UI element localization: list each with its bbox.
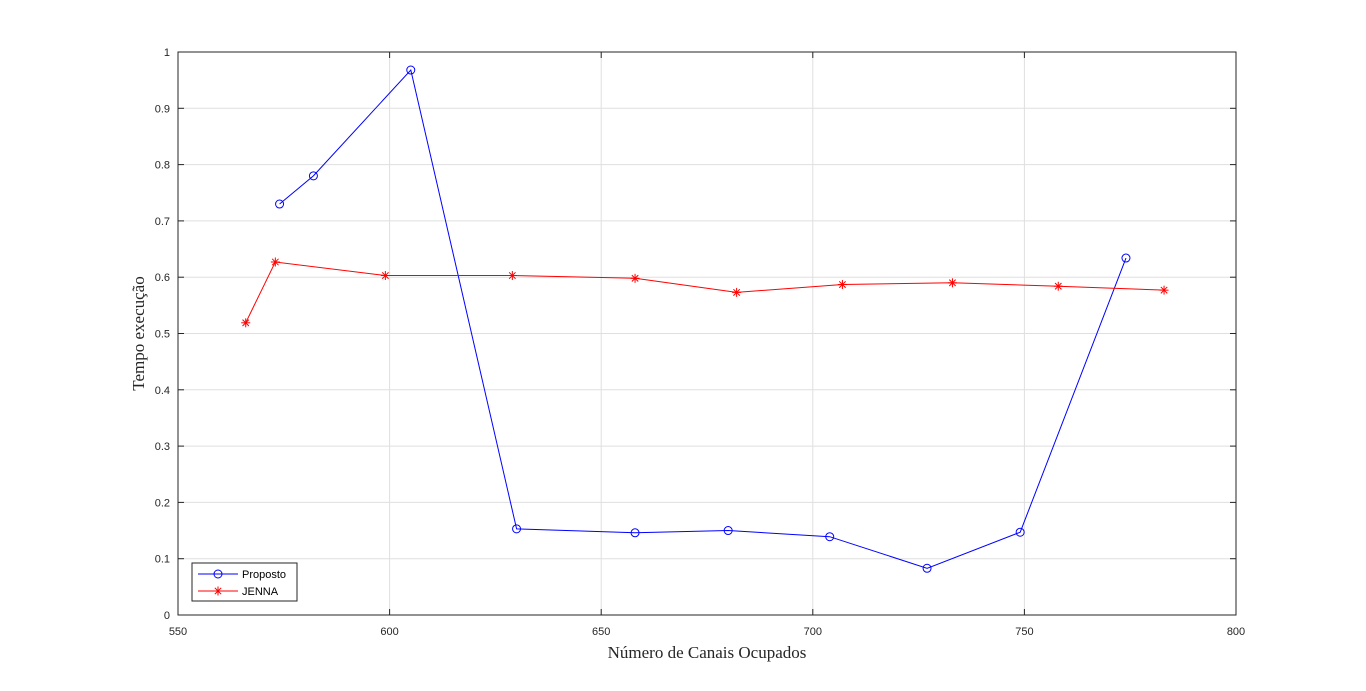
legend-marker (213, 569, 223, 579)
legend: Proposto JENNA (191, 562, 298, 602)
y-tick-label: 0.7 (155, 216, 170, 228)
y-tick-label: 1 (164, 47, 170, 59)
data-point-jenna (947, 278, 957, 288)
data-point-proposto (406, 65, 416, 75)
legend-box (191, 562, 298, 602)
y-tick-label: 0.6 (155, 272, 170, 284)
data-point-proposto (723, 526, 733, 536)
x-tick-label: 800 (1227, 626, 1245, 638)
y-tick-label: 0 (164, 610, 170, 622)
y-axis-ticks: 0 0.1 0.2 0.3 0.4 0.5 0.6 0.7 0.8 0.9 1 (155, 47, 1236, 622)
data-point-proposto (308, 171, 318, 181)
legend-label: Proposto (242, 569, 286, 581)
data-point-proposto (275, 199, 285, 209)
x-tick-label: 550 (169, 626, 187, 638)
legend-item-proposto: Proposto (198, 569, 286, 581)
y-tick-label: 0.8 (155, 160, 170, 172)
y-tick-label: 0.1 (155, 554, 170, 566)
x-tick-label: 750 (1015, 626, 1033, 638)
data-point-proposto (1121, 253, 1131, 263)
y-tick-label: 0.3 (155, 441, 170, 453)
series-proposto (275, 65, 1131, 573)
series-layer (241, 65, 1169, 573)
series-line-jenna (245, 261, 1165, 324)
y-tick-label: 0.9 (155, 103, 170, 115)
grid-lines (177, 51, 1237, 616)
data-point-proposto (630, 528, 640, 538)
x-tick-label: 700 (804, 626, 822, 638)
data-point-jenna (241, 318, 251, 328)
data-point-jenna (270, 257, 280, 267)
x-axis-label: Número de Canais Ocupados (608, 643, 807, 662)
series-line-proposto (279, 68, 1127, 569)
data-point-jenna (380, 271, 390, 281)
y-tick-label: 0.2 (155, 497, 170, 509)
data-point-jenna (837, 280, 847, 290)
x-tick-label: 650 (592, 626, 610, 638)
data-point-proposto (922, 563, 932, 573)
y-tick-label: 0.4 (155, 385, 170, 397)
legend-item-jenna: JENNA (198, 586, 279, 598)
y-axis-label: Tempo execução (129, 276, 148, 390)
data-point-jenna (732, 287, 742, 297)
x-axis-ticks: 550 600 650 700 750 800 (169, 52, 1245, 638)
data-point-proposto (825, 532, 835, 542)
x-tick-label: 600 (380, 626, 398, 638)
data-point-jenna (1053, 281, 1063, 291)
data-point-jenna (1159, 285, 1169, 295)
legend-label: JENNA (242, 586, 279, 598)
data-point-proposto (1015, 527, 1025, 537)
series-jenna (241, 257, 1169, 328)
legend-marker (213, 586, 223, 596)
y-tick-label: 0.5 (155, 329, 170, 341)
data-point-jenna (630, 273, 640, 283)
data-point-proposto (512, 524, 522, 534)
data-point-jenna (507, 271, 517, 281)
